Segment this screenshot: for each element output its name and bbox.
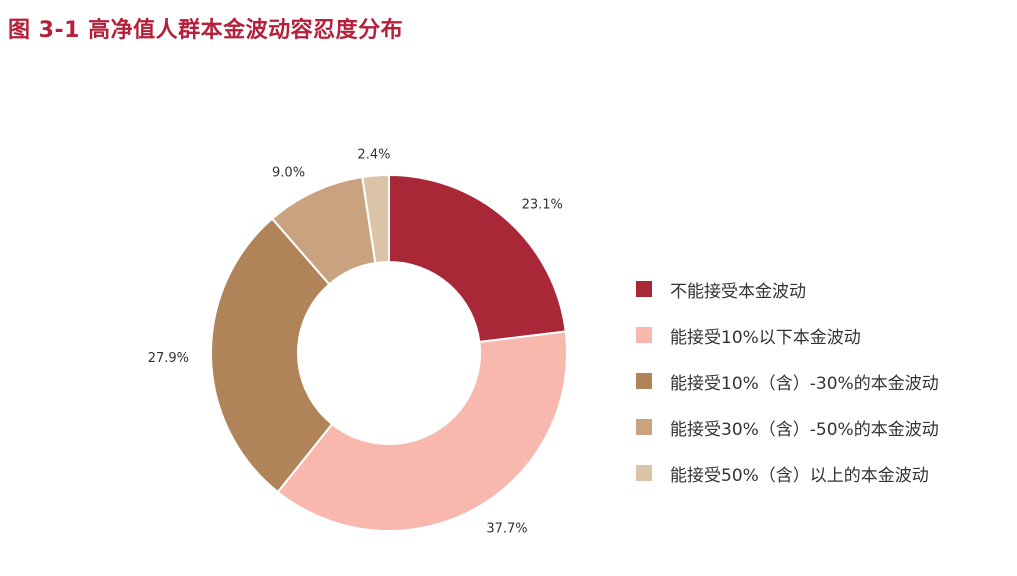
legend-item: 不能接受本金波动 — [636, 266, 939, 312]
legend-label: 能接受50%（含）以上的本金波动 — [670, 465, 929, 486]
slice-4 — [361, 173, 390, 265]
legend-label: 不能接受本金波动 — [670, 281, 806, 302]
chart-title: 图 3-1 高净值人群本金波动容忍度分布 — [8, 18, 404, 43]
legend-label: 能接受10%以下本金波动 — [670, 327, 861, 348]
legend-item: 能接受50%（含）以上的本金波动 — [636, 450, 939, 496]
slice-label-3: 9.0% — [272, 165, 305, 180]
legend-swatch — [636, 327, 652, 343]
legend-label: 能接受30%（含）-50%的本金波动 — [670, 419, 939, 440]
slice-label-1: 37.7% — [486, 522, 527, 537]
chart-legend: 不能接受本金波动能接受10%以下本金波动能接受10%（含）-30%的本金波动 能接… — [636, 266, 939, 496]
slice-label-4: 2.4% — [357, 148, 390, 163]
legend-swatch — [636, 419, 652, 435]
legend-item: 能接受10%以下本金波动 — [636, 312, 939, 358]
slice-label-2: 27.9% — [148, 351, 189, 366]
legend-item: 能接受30%（含）-50%的本金波动 — [636, 404, 939, 450]
slice-1 — [276, 330, 568, 532]
slice-label-0: 23.1% — [522, 197, 563, 212]
slice-0 — [388, 173, 567, 344]
legend-label: 能接受10%（含）-30%的本金波动 — [670, 373, 939, 394]
legend-swatch — [636, 465, 652, 481]
legend-item: 能接受10%（含）-30%的本金波动 — [636, 358, 939, 404]
legend-swatch — [636, 373, 652, 389]
slice-2 — [210, 217, 334, 494]
legend-swatch — [636, 281, 652, 297]
